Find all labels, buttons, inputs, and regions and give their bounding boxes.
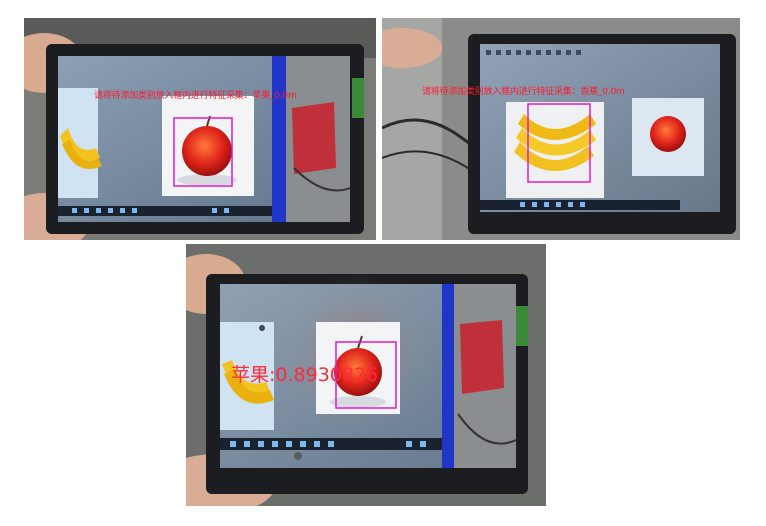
photo-banana-capture: 请将待添加类别放入框内进行特征采集：香蕉_0.0m <box>382 18 740 240</box>
photo-scene <box>186 244 546 506</box>
photo-scene <box>382 18 740 240</box>
photo-apple-recognition: 苹果:0.8930826 <box>186 244 546 506</box>
photo-scene <box>24 18 376 240</box>
photo-apple-capture: 请将待添加类别放入框内进行特征采集：苹果_0.0m <box>24 18 376 240</box>
